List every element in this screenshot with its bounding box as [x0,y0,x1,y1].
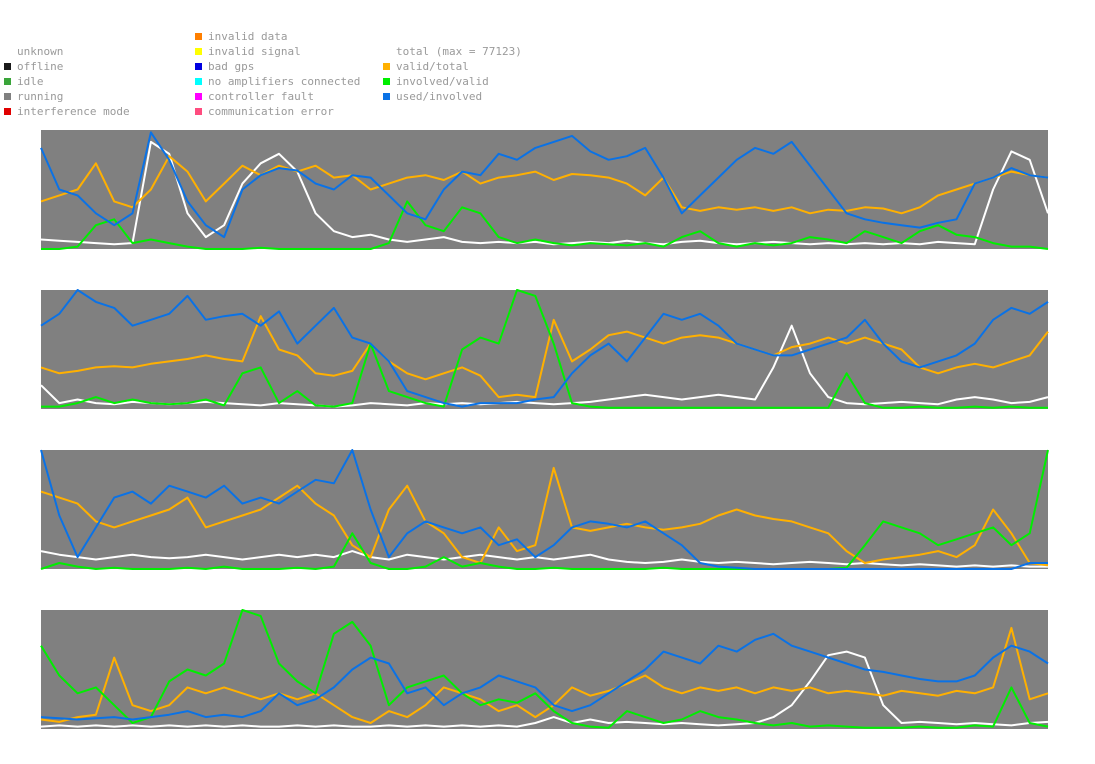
panel-4 [40,609,1049,729]
legend-swatch [4,63,11,70]
legend-item-errors-1: invalid signal [195,44,360,59]
legend-item-metrics-0: total (max = 77123) [383,44,522,59]
legend-item-status-1: offline [4,59,130,74]
legend-label: running [17,90,64,103]
legend-label: interference mode [17,105,130,118]
panel-2 [40,289,1049,409]
legend-item-status-3: running [4,89,130,104]
legend-item-errors-0: invalid data [195,29,360,44]
legend-label: idle [17,75,44,88]
error-legend: invalid data invalid signal bad gps no ampl… [195,29,360,119]
legend-swatch [195,78,202,85]
panel-background [41,610,1048,729]
series-line-1 [40,626,1049,724]
legend-swatch [195,48,202,55]
legend-label: invalid data [208,30,288,43]
legend-label: bad gps [208,60,255,73]
legend-swatch [195,33,202,40]
series-line-2 [41,289,1048,409]
legend-item-metrics-2: involved/valid [383,74,522,89]
legend-item-status-4: interference mode [4,104,130,119]
legend-label: involved/valid [396,75,489,88]
legend-item-errors-3: no amplifiers connected [195,74,360,89]
series-line-2 [40,449,1049,570]
legend-label: controller fault [208,90,314,103]
legend-item-status-2: idle [4,74,130,89]
panel-1 [40,130,1049,250]
series-line-2 [41,200,1049,250]
legend-label: invalid signal [208,45,301,58]
legend-item-metrics-1: valid/total [383,59,522,74]
legend-label: communication error [208,105,334,118]
series-line-1 [40,155,1049,215]
metrics-legend: total (max = 77123) valid/total involved/v… [383,44,522,104]
legend-label: unknown [17,45,64,58]
legend-item-errors-4: controller fault [195,89,360,104]
legend-label: total (max = 77123) [396,45,522,58]
legend-swatch [195,63,202,70]
legend-swatch [383,63,390,70]
legend-label: no amplifiers connected [208,75,361,88]
series-line-3 [40,131,1049,239]
legend-item-metrics-3: used/involved [383,89,522,104]
legend-swatch [4,78,11,85]
legend-swatch [383,78,390,85]
series-line-2 [40,609,1049,729]
status-legend: unknown offline idle running interference mo… [4,44,130,119]
legend-swatch [383,93,390,100]
series-line-0 [40,140,1049,246]
legend-swatch [4,108,11,115]
panel-3 [40,449,1049,570]
legend-label: used/involved [396,90,483,103]
panel-background [41,290,1048,409]
series-line-1 [40,466,1049,567]
legend-item-status-0: unknown [4,44,130,59]
legend-item-errors-2: bad gps [195,59,360,74]
legend-swatch [195,93,202,100]
series-line-0 [40,650,1049,728]
series-line-0 [40,324,1049,408]
series-line-3 [40,449,1048,570]
legend-label: offline [17,60,64,73]
legend-swatch [4,93,11,100]
panel-background [41,130,1048,249]
series-line-3 [40,632,1049,721]
series-line-3 [40,289,1049,408]
series-line-1 [40,315,1049,399]
legend-item-errors-5: communication error [195,104,360,119]
series-line-0 [40,550,1048,568]
legend-label: valid/total [396,60,469,73]
legend-swatch [195,108,202,115]
